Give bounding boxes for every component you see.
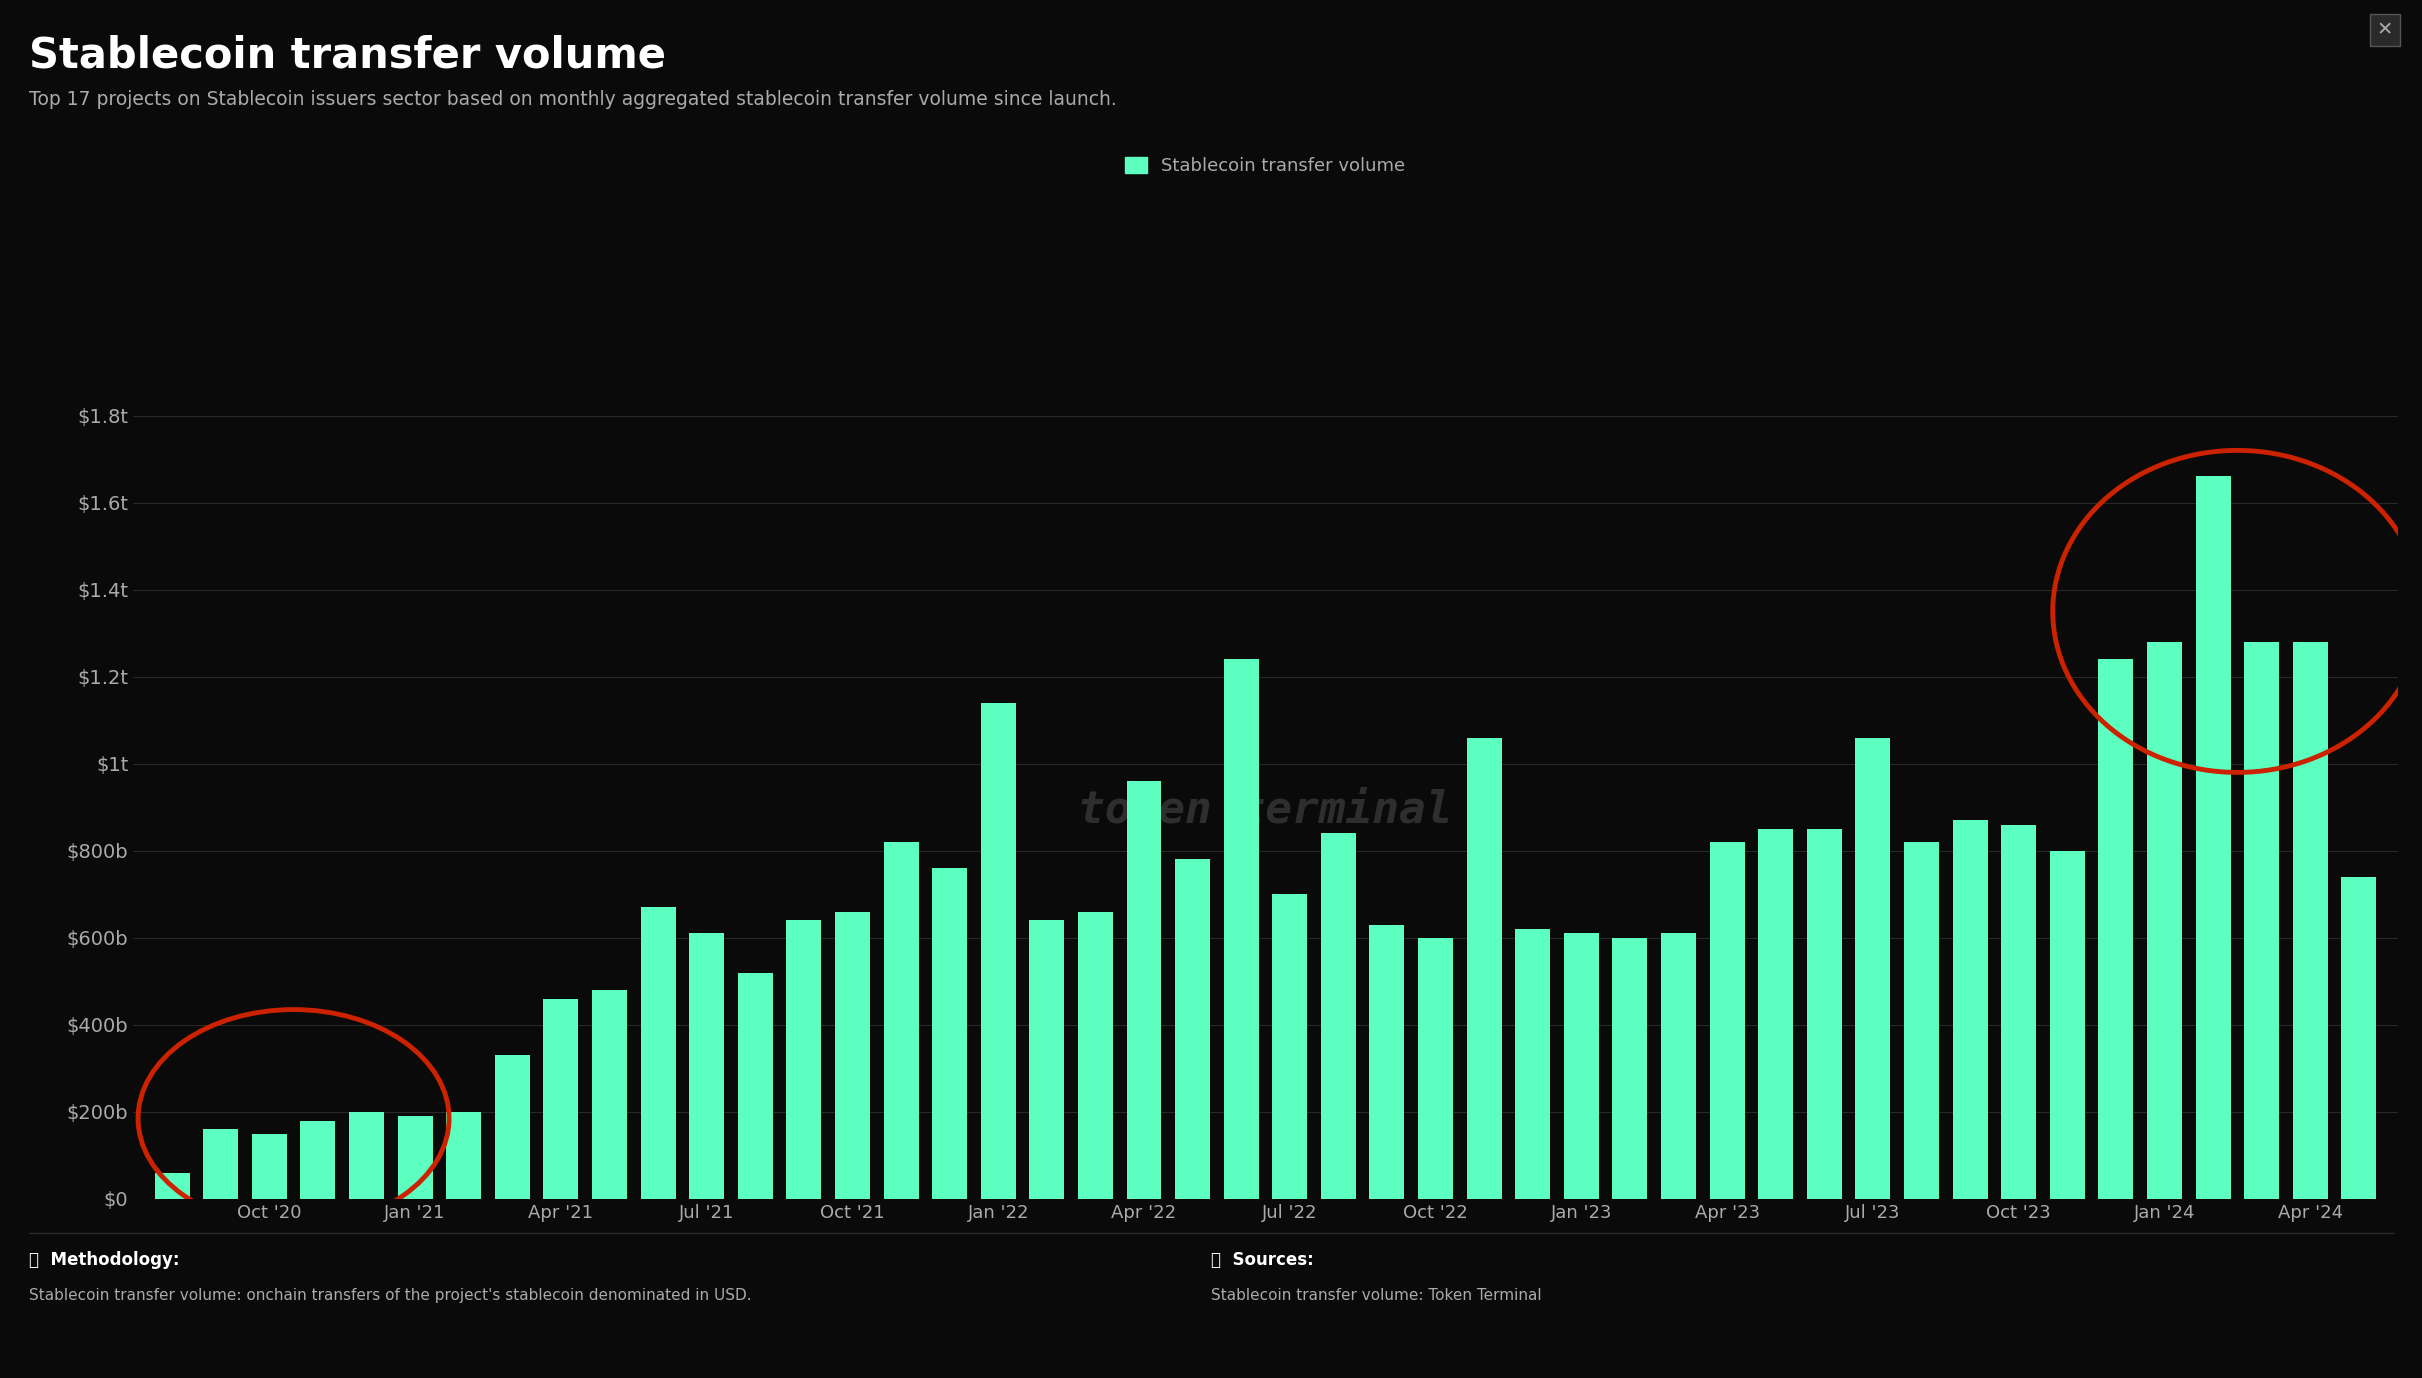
Bar <box>1565 933 1599 1199</box>
Bar <box>2097 659 2134 1199</box>
Bar <box>1320 834 1356 1199</box>
Bar <box>1078 912 1112 1199</box>
Bar <box>2049 850 2085 1199</box>
Bar <box>1710 842 1744 1199</box>
Bar <box>932 868 966 1199</box>
Bar <box>1904 842 1940 1199</box>
Bar <box>787 921 821 1199</box>
Bar <box>1952 820 1988 1199</box>
Bar <box>1223 659 1259 1199</box>
Bar <box>639 907 676 1199</box>
Bar <box>397 1116 434 1199</box>
Bar <box>155 1173 189 1199</box>
Text: Stablecoin transfer volume: Stablecoin transfer volume <box>29 34 666 76</box>
Bar <box>1126 781 1163 1199</box>
Text: ✕: ✕ <box>2376 21 2393 40</box>
Bar <box>543 999 579 1199</box>
Bar <box>1468 737 1502 1199</box>
Bar <box>690 933 724 1199</box>
Bar <box>591 989 627 1199</box>
Bar <box>2001 824 2037 1199</box>
Bar <box>1419 938 1453 1199</box>
Bar <box>2245 642 2279 1199</box>
Bar <box>1272 894 1308 1199</box>
Bar <box>884 842 918 1199</box>
Bar <box>981 703 1015 1199</box>
Text: ⓘ  Sources:: ⓘ Sources: <box>1211 1251 1313 1269</box>
Text: Stablecoin transfer volume: Token Terminal: Stablecoin transfer volume: Token Termin… <box>1211 1288 1543 1304</box>
Bar <box>1855 737 1892 1199</box>
Text: Top 17 projects on Stablecoin issuers sector based on monthly aggregated stablec: Top 17 projects on Stablecoin issuers se… <box>29 90 1117 109</box>
Bar <box>446 1112 482 1199</box>
Bar <box>1175 860 1211 1199</box>
Bar <box>349 1112 385 1199</box>
Text: Stablecoin transfer volume: onchain transfers of the project's stablecoin denomi: Stablecoin transfer volume: onchain tran… <box>29 1288 751 1304</box>
Bar <box>2146 642 2182 1199</box>
Bar <box>2197 477 2231 1199</box>
Text: token terminal: token terminal <box>1078 788 1453 832</box>
Bar <box>1516 929 1550 1199</box>
Bar <box>1758 830 1792 1199</box>
Bar <box>2342 876 2376 1199</box>
Text: ⓘ  Methodology:: ⓘ Methodology: <box>29 1251 179 1269</box>
Bar <box>2294 642 2328 1199</box>
Bar <box>1661 933 1695 1199</box>
Bar <box>1613 938 1647 1199</box>
Bar <box>252 1134 286 1199</box>
Bar <box>739 973 773 1199</box>
Bar <box>203 1129 237 1199</box>
Bar <box>1029 921 1063 1199</box>
Bar <box>494 1056 530 1199</box>
Bar <box>300 1120 334 1199</box>
Bar <box>1807 830 1841 1199</box>
Legend: Stablecoin transfer volume: Stablecoin transfer volume <box>1119 150 1412 182</box>
Bar <box>836 912 869 1199</box>
Bar <box>1368 925 1405 1199</box>
